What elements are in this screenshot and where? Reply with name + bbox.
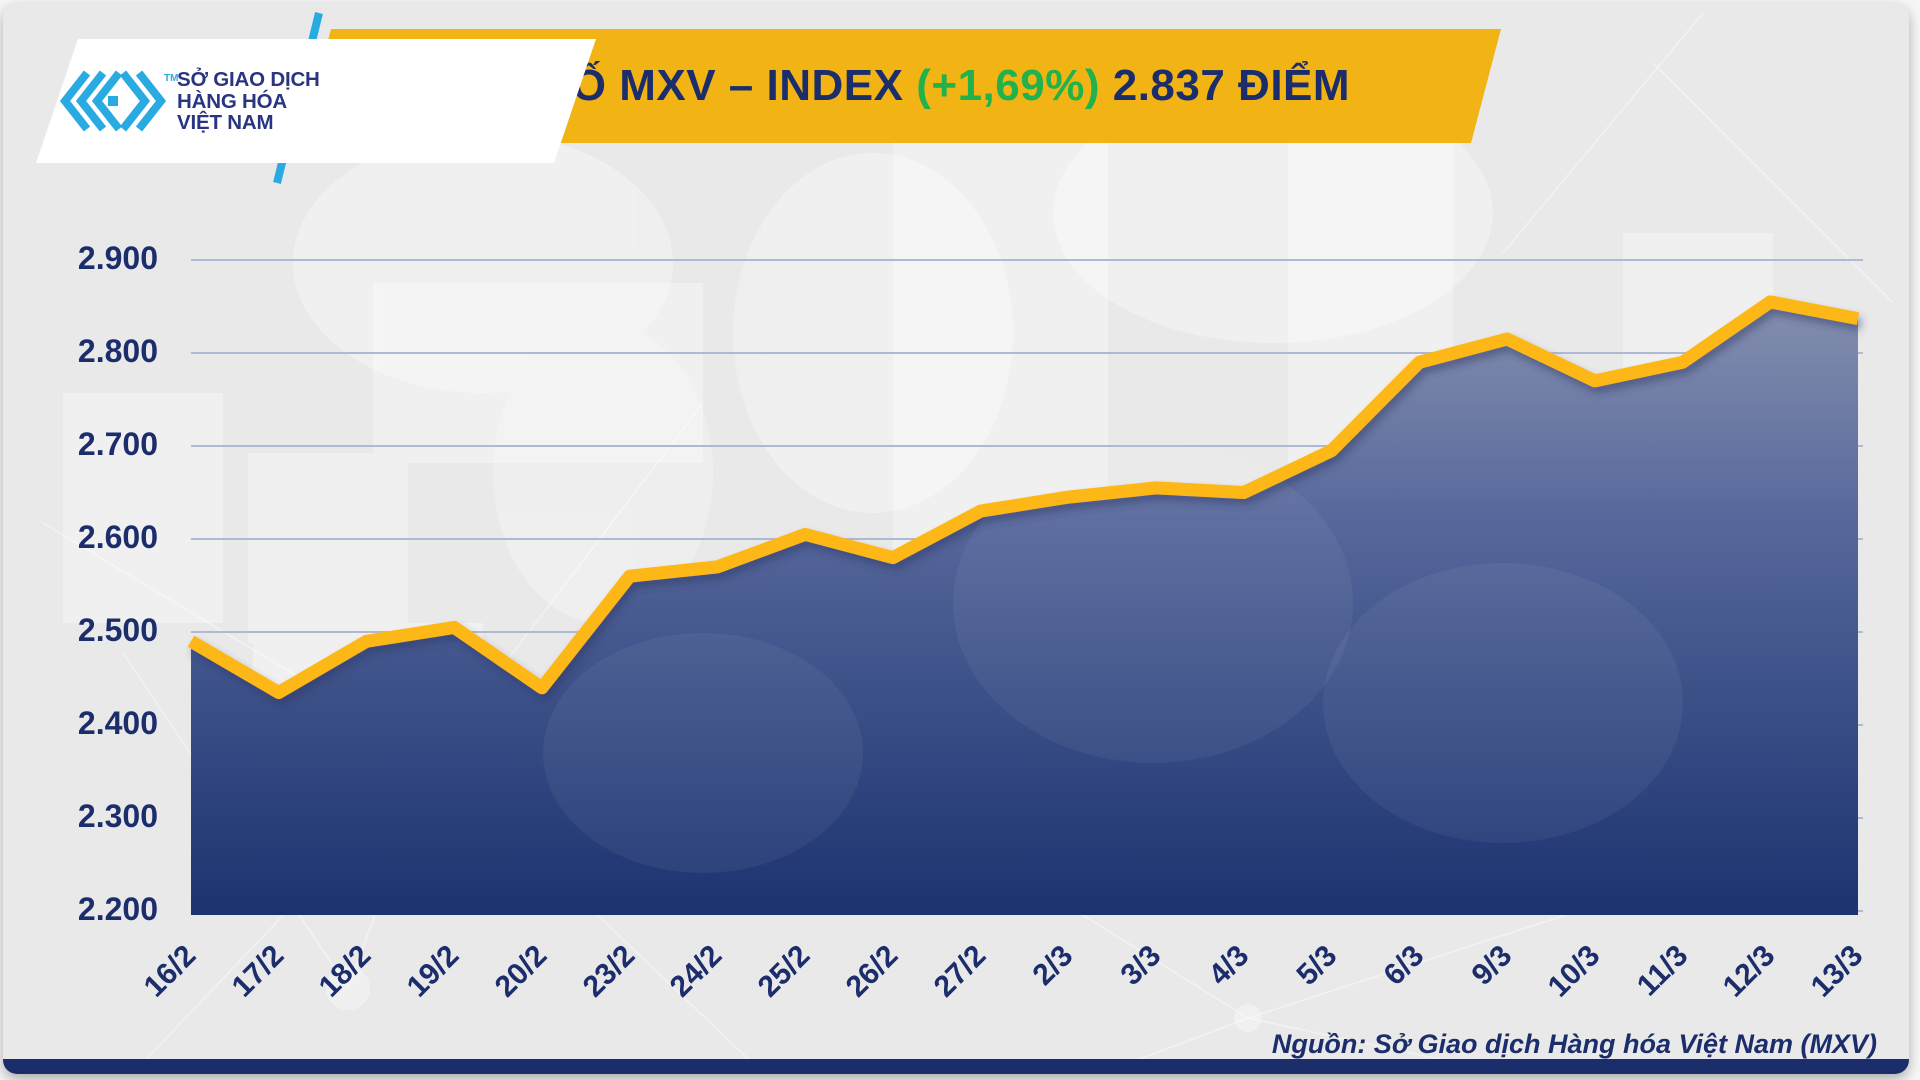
chart-title: CHỈ SỐ MXV – INDEX (+1,69%) 2.837 ĐIỂM xyxy=(452,61,1350,111)
title-value: 2.837 ĐIỂM xyxy=(1112,61,1351,110)
y-axis-label: 2.600 xyxy=(77,519,158,555)
logo-text-line2: HÀNG HÓA xyxy=(177,89,288,113)
area-fill xyxy=(191,301,1858,915)
source-note: Nguồn: Sở Giao dịch Hàng hóa Việt Nam (M… xyxy=(1271,1029,1877,1059)
logo-text: SỞ GIAO DỊCH HÀNG HÓA VIỆT NAM xyxy=(177,69,320,134)
map-watermark xyxy=(543,633,863,873)
logo-text-line1: SỞ GIAO DỊCH xyxy=(177,68,320,91)
chart-card: 2.900 2.800 2.700 2.600 2.500 2.400 2.300 2.200… xyxy=(3,3,1909,1074)
mxv-logo-icon xyxy=(60,68,166,134)
y-axis-label: 2.300 xyxy=(77,798,158,834)
index-series xyxy=(187,295,1860,915)
trademark-symbol: TM xyxy=(164,73,179,84)
logo-text-line3: VIỆT NAM xyxy=(177,111,274,134)
mxv-logo-card: TM SỞ GIAO DỊCH HÀNG HÓA VIỆT NAM xyxy=(36,39,596,163)
bottom-accent-bar xyxy=(3,1059,1909,1074)
map-watermark xyxy=(1323,563,1683,843)
map-watermark xyxy=(953,443,1353,763)
title-change-badge: (+1,69%) xyxy=(916,61,1100,110)
y-axis-label: 2.700 xyxy=(77,426,158,462)
y-axis-label: 2.500 xyxy=(77,612,158,648)
y-axis-label: 2.900 xyxy=(77,240,158,276)
y-axis-label: 2.200 xyxy=(77,891,158,927)
mxv-index-area-chart xyxy=(187,259,1863,915)
index-line xyxy=(187,295,1860,699)
y-axis-label: 2.800 xyxy=(77,333,158,369)
y-axis-label: 2.400 xyxy=(77,705,158,741)
